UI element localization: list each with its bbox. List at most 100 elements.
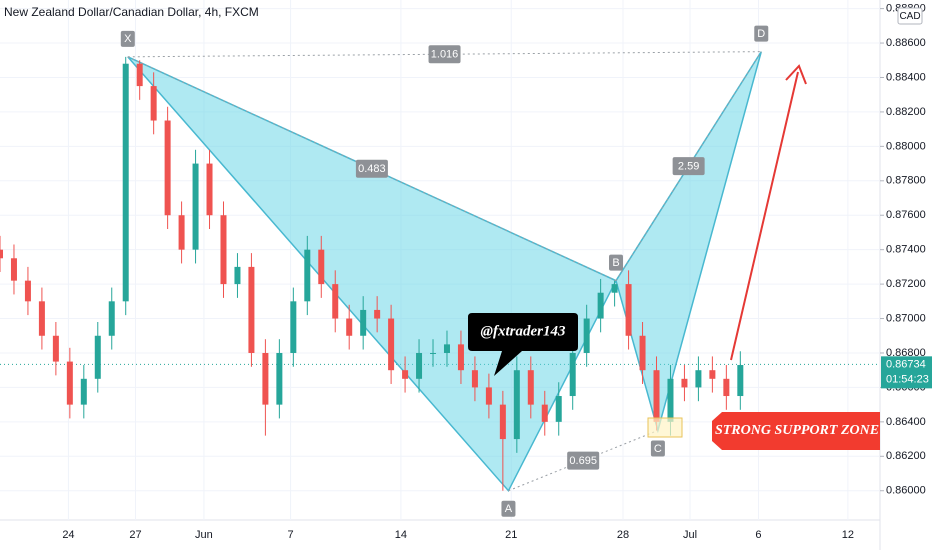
candle-body <box>248 266 255 353</box>
candles <box>0 56 744 491</box>
watermark: @fxtrader143 <box>481 323 566 339</box>
candle-body <box>443 344 450 353</box>
x-tick-label: 28 <box>617 529 629 541</box>
ratio-box <box>428 45 461 64</box>
y-tick-label: 0.87200 <box>886 278 926 290</box>
x-tick-label: 6 <box>755 529 761 541</box>
candle-body <box>416 352 423 379</box>
candle-body <box>625 284 632 336</box>
candle-body <box>192 163 199 250</box>
candle-body <box>164 120 171 216</box>
candle-body <box>290 301 297 353</box>
point-label: C <box>654 443 662 455</box>
currency-box <box>897 7 923 25</box>
candle-body <box>499 404 506 440</box>
candle-body <box>737 365 744 397</box>
candle-body <box>360 309 367 336</box>
y-tick-label: 0.86400 <box>886 416 926 428</box>
arrow-head <box>785 64 807 85</box>
ratio-label: 0.483 <box>358 163 386 175</box>
point-box <box>609 254 623 271</box>
candle-body <box>541 404 548 422</box>
ratio-box <box>567 451 600 470</box>
candle-body <box>471 370 478 388</box>
y-tick-label: 0.88200 <box>886 106 926 118</box>
candle-body <box>681 378 688 388</box>
candle-body <box>709 370 716 379</box>
ratio-label: 2.59 <box>678 161 699 173</box>
candle-body <box>52 335 59 362</box>
ratio-label: 1.016 <box>431 49 459 61</box>
candle-body <box>639 335 646 371</box>
candle-body <box>695 370 702 388</box>
watermark-callout <box>468 313 578 376</box>
candle-body <box>527 370 534 405</box>
candle-body <box>332 284 339 319</box>
candle-body <box>388 318 395 371</box>
candle-body <box>150 86 157 121</box>
candle-body <box>276 352 283 405</box>
candle-body <box>485 387 492 405</box>
candle-body <box>569 352 576 397</box>
point-box <box>650 440 665 457</box>
candle-body <box>10 258 17 281</box>
y-tick-label: 0.87800 <box>886 175 926 187</box>
candle-body <box>318 249 325 285</box>
candle-body <box>304 249 311 302</box>
chart-title: New Zealand Dollar/Canadian Dollar, 4h, … <box>4 5 259 19</box>
candle-body <box>457 344 464 371</box>
support-banner <box>712 412 880 450</box>
last-price-label: 0.86734 <box>886 358 926 370</box>
candle-body <box>653 370 660 422</box>
x-tick-label: 12 <box>842 529 854 541</box>
candle-body <box>0 249 3 259</box>
candle-body <box>597 292 604 319</box>
countdown: 01:54:23 <box>886 373 929 385</box>
candle-body <box>80 378 87 405</box>
point-box <box>120 30 135 47</box>
x-tick-label: Jul <box>683 529 697 541</box>
candle-body <box>122 63 129 302</box>
candle-body <box>583 318 590 353</box>
ratio-box <box>672 157 705 176</box>
candle-body <box>136 63 143 87</box>
candle-body <box>94 335 101 379</box>
candle-body <box>178 215 185 250</box>
currency: CAD <box>899 11 920 22</box>
x-tick-label: 24 <box>62 529 74 541</box>
candle-body <box>234 266 241 285</box>
harmonic-pattern: 0.483 0.695 2.59 1.016 X A B C D <box>120 25 769 517</box>
candle-body <box>402 370 409 379</box>
last-price-box <box>881 356 932 389</box>
point-label: A <box>505 503 513 515</box>
y-tick-label: 0.88600 <box>886 37 926 49</box>
candle-body <box>206 163 213 216</box>
candle-body <box>611 284 618 293</box>
candle-body <box>667 378 674 422</box>
candle-body <box>513 370 520 440</box>
point-box <box>754 25 769 42</box>
y-tick-label: 0.86200 <box>886 450 926 462</box>
axes: 0.860000.862000.864000.866000.868000.870… <box>62 3 932 541</box>
point-box <box>501 500 516 517</box>
arrow <box>730 71 799 361</box>
y-tick-label: 0.87400 <box>886 244 926 256</box>
y-tick-label: 0.88400 <box>886 71 926 83</box>
candle-body <box>38 301 45 336</box>
ratio-label: 0.695 <box>569 455 597 467</box>
point-label: D <box>757 28 765 40</box>
y-tick-label: 0.88000 <box>886 140 926 152</box>
candle-body <box>374 309 381 319</box>
candle-body <box>723 378 730 397</box>
candle-body <box>24 280 31 302</box>
x-tick-label: 7 <box>287 529 293 541</box>
x-tick-label: 27 <box>129 529 141 541</box>
x-tick-label: Jun <box>195 529 213 541</box>
point-label: X <box>124 33 132 45</box>
y-tick-label: 0.86800 <box>886 347 926 359</box>
x-tick-label: 14 <box>395 529 407 541</box>
candle-body <box>220 215 227 285</box>
y-tick-label: 0.87600 <box>886 209 926 221</box>
support-zone <box>647 417 683 438</box>
